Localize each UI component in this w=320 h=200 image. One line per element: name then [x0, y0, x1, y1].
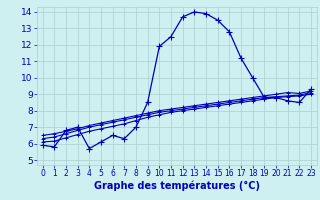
X-axis label: Graphe des températures (°C): Graphe des températures (°C)	[94, 181, 260, 191]
